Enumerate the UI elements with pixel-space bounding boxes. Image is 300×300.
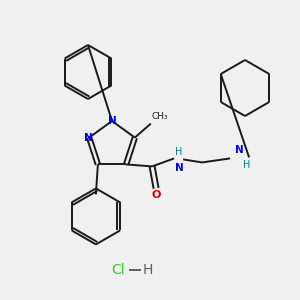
Text: H: H <box>175 147 182 158</box>
Text: N: N <box>175 164 184 173</box>
Text: N: N <box>84 133 92 142</box>
Text: N: N <box>108 116 116 126</box>
Text: H: H <box>143 263 153 277</box>
Text: H: H <box>243 160 250 170</box>
Text: N: N <box>235 146 244 155</box>
Text: O: O <box>152 190 161 200</box>
Text: CH₃: CH₃ <box>152 112 169 121</box>
Text: Cl: Cl <box>111 263 125 277</box>
